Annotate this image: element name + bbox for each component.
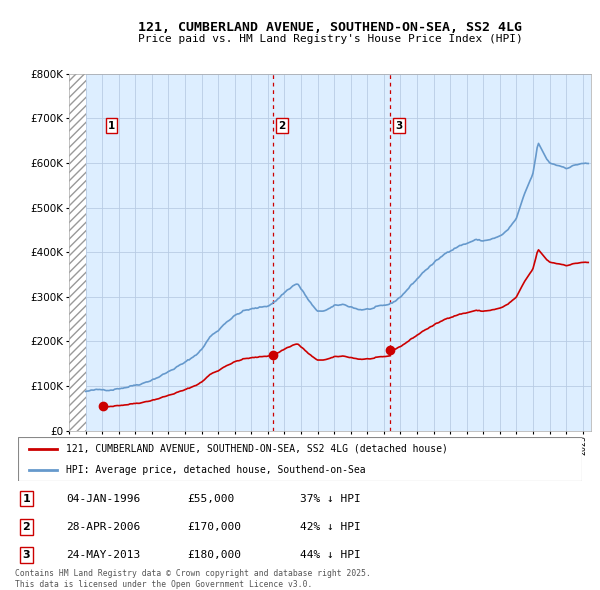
Bar <box>69 74 86 431</box>
Text: 28-APR-2006: 28-APR-2006 <box>66 522 140 532</box>
Text: 1: 1 <box>108 120 115 130</box>
FancyBboxPatch shape <box>18 437 582 481</box>
Text: 2: 2 <box>278 120 286 130</box>
Text: HPI: Average price, detached house, Southend-on-Sea: HPI: Average price, detached house, Sout… <box>66 465 365 475</box>
Text: Price paid vs. HM Land Registry's House Price Index (HPI): Price paid vs. HM Land Registry's House … <box>137 34 523 44</box>
Text: 1: 1 <box>23 494 31 504</box>
Text: 121, CUMBERLAND AVENUE, SOUTHEND-ON-SEA, SS2 4LG (detached house): 121, CUMBERLAND AVENUE, SOUTHEND-ON-SEA,… <box>66 444 448 454</box>
Text: 3: 3 <box>395 120 403 130</box>
Text: £170,000: £170,000 <box>187 522 241 532</box>
Text: 44% ↓ HPI: 44% ↓ HPI <box>300 550 361 560</box>
Text: 42% ↓ HPI: 42% ↓ HPI <box>300 522 361 532</box>
Text: 04-JAN-1996: 04-JAN-1996 <box>66 494 140 504</box>
Text: 121, CUMBERLAND AVENUE, SOUTHEND-ON-SEA, SS2 4LG: 121, CUMBERLAND AVENUE, SOUTHEND-ON-SEA,… <box>138 21 522 34</box>
Text: £180,000: £180,000 <box>187 550 241 560</box>
Text: 37% ↓ HPI: 37% ↓ HPI <box>300 494 361 504</box>
Text: £55,000: £55,000 <box>187 494 235 504</box>
Text: 24-MAY-2013: 24-MAY-2013 <box>66 550 140 560</box>
Text: 3: 3 <box>23 550 30 560</box>
Text: Contains HM Land Registry data © Crown copyright and database right 2025.
This d: Contains HM Land Registry data © Crown c… <box>15 569 371 589</box>
Text: 2: 2 <box>23 522 31 532</box>
